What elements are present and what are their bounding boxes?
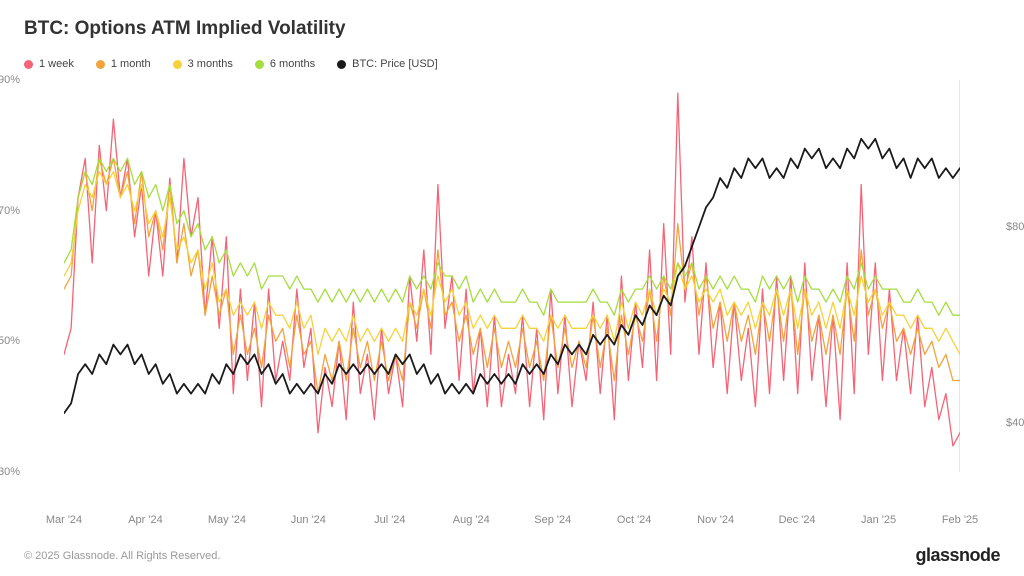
legend: 1 week 1 month 3 months 6 months BTC: Price … [24, 58, 1000, 70]
legend-label: 6 months [270, 58, 315, 70]
copyright-text: © 2025 Glassnode. All Rights Reserved. [24, 550, 220, 562]
brand-logo: glassnode [915, 545, 1000, 566]
legend-dot-icon [337, 60, 346, 69]
legend-label: BTC: Price [USD] [352, 58, 438, 70]
legend-dot-icon [96, 60, 105, 69]
legend-item: 3 months [173, 58, 233, 70]
legend-label: 1 month [111, 58, 151, 70]
series-1-week [64, 93, 960, 446]
plot-svg [64, 80, 960, 472]
legend-label: 3 months [188, 58, 233, 70]
legend-dot-icon [24, 60, 33, 69]
legend-item: 1 month [96, 58, 151, 70]
chart-area: 30%50%70%90% $40k$80k Mar '24Apr '24May … [24, 80, 1000, 510]
legend-item: BTC: Price [USD] [337, 58, 438, 70]
series-1-month [64, 158, 960, 393]
series-6-months [64, 158, 960, 315]
legend-item: 6 months [255, 58, 315, 70]
chart-title: BTC: Options ATM Implied Volatility [24, 18, 1000, 40]
legend-label: 1 week [39, 58, 74, 70]
legend-dot-icon [173, 60, 182, 69]
legend-dot-icon [255, 60, 264, 69]
legend-item: 1 week [24, 58, 74, 70]
